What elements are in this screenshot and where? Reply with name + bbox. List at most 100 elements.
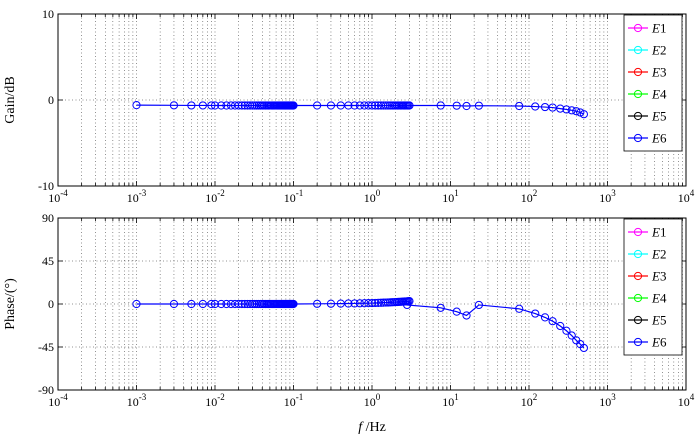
legend-label: E5: [651, 109, 666, 124]
x-tick-label: 10-1: [284, 392, 304, 409]
gain-series: [132, 101, 588, 119]
data-point: [207, 299, 216, 309]
data-point: [436, 101, 445, 110]
legend-entry: E2: [628, 43, 666, 58]
x-axis-label: f /Hz: [358, 420, 386, 435]
x-tick-label: 101: [442, 392, 459, 409]
phase-panel: 10-4 10-3 10-2 10-1 100 101 102 103 104 90 45 0 -45 -…: [3, 211, 695, 435]
data-point: [289, 299, 298, 309]
data-point: [405, 101, 414, 110]
data-point: [350, 101, 359, 110]
legend-marker: [633, 315, 643, 325]
data-point: [210, 101, 220, 110]
data-point: [567, 331, 576, 340]
y-tick-label: 0: [48, 297, 54, 311]
legend-entry: E4: [628, 291, 667, 306]
y-tick-label: 10: [42, 7, 54, 21]
y-tick-label: -45: [38, 340, 54, 354]
legend-box: [623, 218, 683, 356]
gain-legend: E1 E2 E3 E4 E5 E6: [623, 14, 683, 152]
x-tick-label: 103: [599, 392, 616, 409]
legend-box: [623, 14, 683, 152]
y-tick-label: -90: [38, 383, 54, 397]
data-point: [207, 101, 216, 110]
data-point: [474, 300, 483, 310]
data-point: [326, 101, 336, 110]
phase-series: [132, 297, 588, 353]
x-tick-label: 102: [521, 188, 538, 205]
data-point: [436, 303, 445, 312]
data-point: [515, 304, 524, 313]
data-point: [403, 300, 412, 310]
x-tick-label: 102: [521, 392, 538, 409]
data-point: [169, 299, 179, 309]
x-tick-label: 101: [442, 188, 459, 205]
legend-entry: E2: [628, 247, 666, 262]
legend-label: E5: [651, 313, 666, 328]
data-point: [217, 101, 226, 110]
data-point: [248, 299, 257, 309]
x-tick-label: 10-3: [127, 188, 147, 205]
y-tick-label: 90: [42, 211, 54, 225]
data-point: [350, 299, 359, 308]
legend-label: E1: [651, 225, 666, 240]
y-tick-label: 0: [48, 93, 54, 107]
data-point: [198, 101, 207, 110]
data-point: [355, 101, 364, 110]
data-point: [462, 311, 471, 320]
legend-entry: E1: [628, 225, 666, 240]
data-point: [187, 299, 196, 309]
data-point: [248, 101, 257, 110]
legend-marker: [633, 133, 643, 143]
legend-entry: E1: [628, 21, 666, 36]
gain-grid: [58, 14, 686, 186]
legend-marker: [633, 23, 643, 33]
data-point: [237, 299, 246, 309]
data-point: [246, 101, 255, 110]
data-point: [355, 299, 364, 308]
data-point: [222, 299, 231, 309]
data-point: [187, 101, 196, 110]
legend-marker: [633, 45, 643, 55]
legend-entry: E5: [628, 313, 666, 328]
data-point: [579, 343, 588, 353]
legend-marker: [633, 227, 643, 237]
data-point: [326, 299, 336, 308]
data-point: [531, 309, 540, 318]
data-point: [132, 299, 141, 309]
gain-panel: 10-4 10-3 10-2 10-1 100 101 102 103 104100-10Gai…: [3, 7, 695, 205]
legend-label: E6: [651, 131, 667, 146]
legend-marker: [633, 271, 643, 281]
data-point: [222, 101, 231, 110]
data-point: [198, 299, 207, 309]
legend-entry: E5: [628, 109, 666, 124]
data-point: [531, 102, 540, 111]
data-point: [381, 298, 390, 307]
legend-label: E4: [651, 291, 667, 306]
gain-axes-frame: [57, 13, 687, 187]
data-point: [344, 101, 353, 110]
y-tick-label: 45: [42, 254, 54, 268]
data-point: [548, 317, 557, 326]
x-tick-label: 10-4: [48, 188, 68, 205]
data-point: [313, 299, 322, 308]
legend-label: E6: [651, 335, 667, 350]
legend-marker: [633, 67, 643, 77]
legend-label: E2: [651, 43, 666, 58]
legend-marker: [633, 89, 643, 99]
data-point: [562, 105, 571, 114]
data-point: [132, 101, 141, 110]
data-point: [371, 101, 380, 110]
data-point: [344, 299, 353, 308]
data-point: [540, 313, 550, 322]
data-point: [567, 106, 576, 115]
data-point: [452, 101, 461, 110]
x-tick-label: 10-1: [284, 188, 304, 205]
data-point: [548, 103, 557, 112]
data-point: [462, 101, 471, 111]
data-point: [234, 299, 243, 309]
x-tick-label: 10-3: [127, 392, 147, 409]
data-point: [381, 101, 390, 110]
legend-marker: [633, 293, 643, 303]
